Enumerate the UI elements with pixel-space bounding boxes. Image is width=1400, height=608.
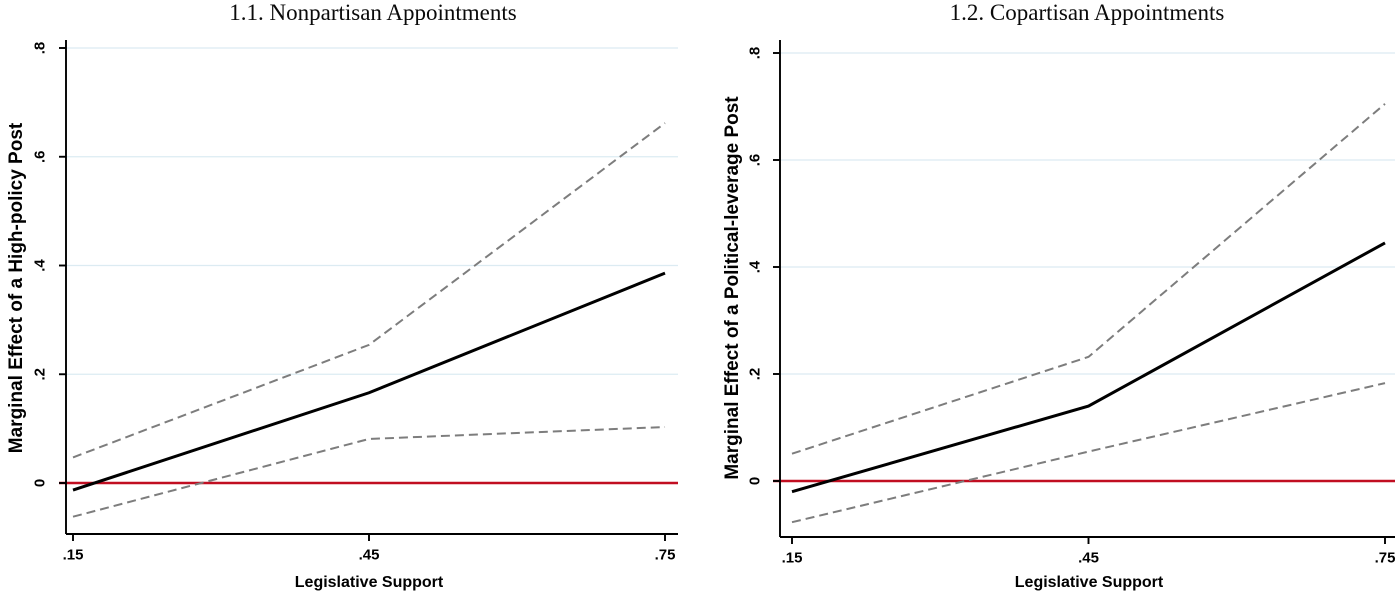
y-tick-label: .6 <box>32 150 49 163</box>
x-axis-title: Legislative Support <box>294 574 444 591</box>
x-tick-label: .15 <box>63 547 84 564</box>
x-tick-label: .45 <box>1078 550 1099 567</box>
panel-title: 1.2. Copartisan Appointments <box>949 0 1225 25</box>
x-tick-label: .75 <box>1375 550 1396 567</box>
marginal-effect-line <box>72 271 666 492</box>
y-tick-label: 0 <box>747 477 764 485</box>
y-tick-label: .8 <box>747 47 764 60</box>
panel-nonpartisan-appointments: 1.1. Nonpartisan Appointments Marginal E… <box>6 0 678 591</box>
y-tick-label: .2 <box>32 368 49 381</box>
x-tick-label: .15 <box>782 550 803 567</box>
x-tick-label: .45 <box>359 547 380 564</box>
y-tick-label: .2 <box>747 368 764 381</box>
y-tick-label: 0 <box>32 479 49 487</box>
panel-title: 1.1. Nonpartisan Appointments <box>229 0 517 25</box>
marginal-effect-line <box>791 241 1386 494</box>
y-tick-label: .6 <box>747 154 764 167</box>
panel-copartisan-appointments: 1.2. Copartisan Appointments Marginal Ef… <box>700 0 1400 608</box>
y-tick-label: .4 <box>747 260 764 273</box>
y-tick-label: .8 <box>32 42 49 55</box>
y-tick-label: .4 <box>32 259 49 272</box>
upper-95-ci-line <box>72 122 666 459</box>
copartisan-plot-area: 0 .2 .4 .6 .8 .15 .45 .75 <box>747 40 1396 567</box>
x-tick-label: .75 <box>655 547 676 564</box>
lower-95-ci-line <box>791 382 1386 524</box>
nonpartisan-plot-area: 0 .2 .4 .6 .8 .15 .45 .75 <box>32 40 678 564</box>
x-axis-title: Legislative Support <box>1014 574 1164 591</box>
upper-95-ci-line <box>791 103 1386 455</box>
lower-95-ci-line <box>72 425 666 518</box>
